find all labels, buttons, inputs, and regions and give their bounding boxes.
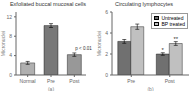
svg-text:p < 0.01: p < 0.01 [75,46,92,51]
svg-text:**: ** [173,36,178,42]
svg-text:12: 12 [8,14,12,20]
svg-text:Normal: Normal [20,78,36,84]
svg-text:Post: Post [69,78,80,84]
svg-text:4: 4 [9,52,12,58]
svg-text:*: * [162,47,165,53]
svg-text:(b): (b) [147,86,153,91]
svg-text:0: 0 [9,72,12,78]
svg-text:Post: Post [165,78,176,84]
html-text:Untreated: Untreated [161,15,184,21]
svg-text:4: 4 [105,30,108,36]
html-text:Exfoliated buccal mucosal cell: Exfoliated buccal mucosal cells [9,1,87,7]
svg-text:Micronuclei: Micronuclei [96,31,102,56]
svg-text:(a): (a) [48,86,54,91]
html-text:Circulating lymphocytes: Circulating lymphocytes [115,1,173,7]
svg-text:Pre: Pre [127,78,135,84]
svg-text:6: 6 [105,9,108,15]
svg-text:Pre: Pre [47,78,55,84]
svg-text:0: 0 [105,72,108,78]
svg-text:8: 8 [9,33,12,39]
html-text:BP treated: BP treated [161,21,185,27]
svg-text:2: 2 [105,51,108,57]
